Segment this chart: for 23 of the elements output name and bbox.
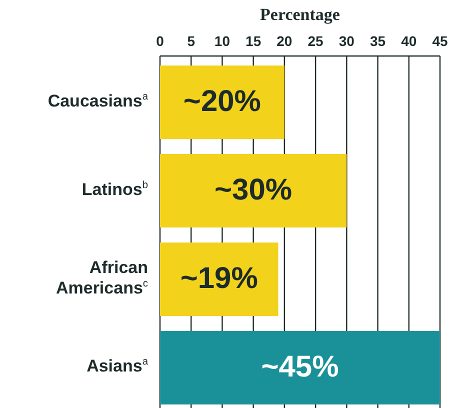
- x-tick-label: 40: [401, 33, 417, 49]
- data-label: ~19%: [180, 262, 258, 296]
- x-tick-label: 35: [370, 33, 386, 49]
- y-tick-label: Asians$^{a}$: [86, 356, 148, 376]
- y-tick-label: African Americans$^{c}$: [56, 258, 148, 298]
- y-tick-label: Caucasians$^{a}$: [48, 91, 148, 111]
- x-tick-label: 25: [308, 33, 324, 49]
- data-label: ~20%: [183, 85, 262, 118]
- x-tick-label: 5: [187, 33, 196, 49]
- x-axis-title: Percentage: [260, 4, 340, 24]
- y-tick-label: Latinos$^{b}$: [82, 180, 148, 200]
- x-tick-label: 10: [214, 33, 230, 49]
- bar: [160, 331, 440, 404]
- bar: [160, 154, 347, 228]
- bar: [160, 66, 284, 139]
- x-tick-label: 30: [338, 33, 355, 49]
- data-label: ~30%: [214, 174, 292, 207]
- x-tick-label: 0: [156, 33, 164, 49]
- bar: [160, 242, 278, 316]
- data-label: ~45%: [261, 350, 339, 384]
- x-tick-label: 15: [246, 33, 262, 49]
- x-tick-label: 45: [432, 33, 448, 49]
- x-tick-label: 20: [276, 33, 292, 49]
